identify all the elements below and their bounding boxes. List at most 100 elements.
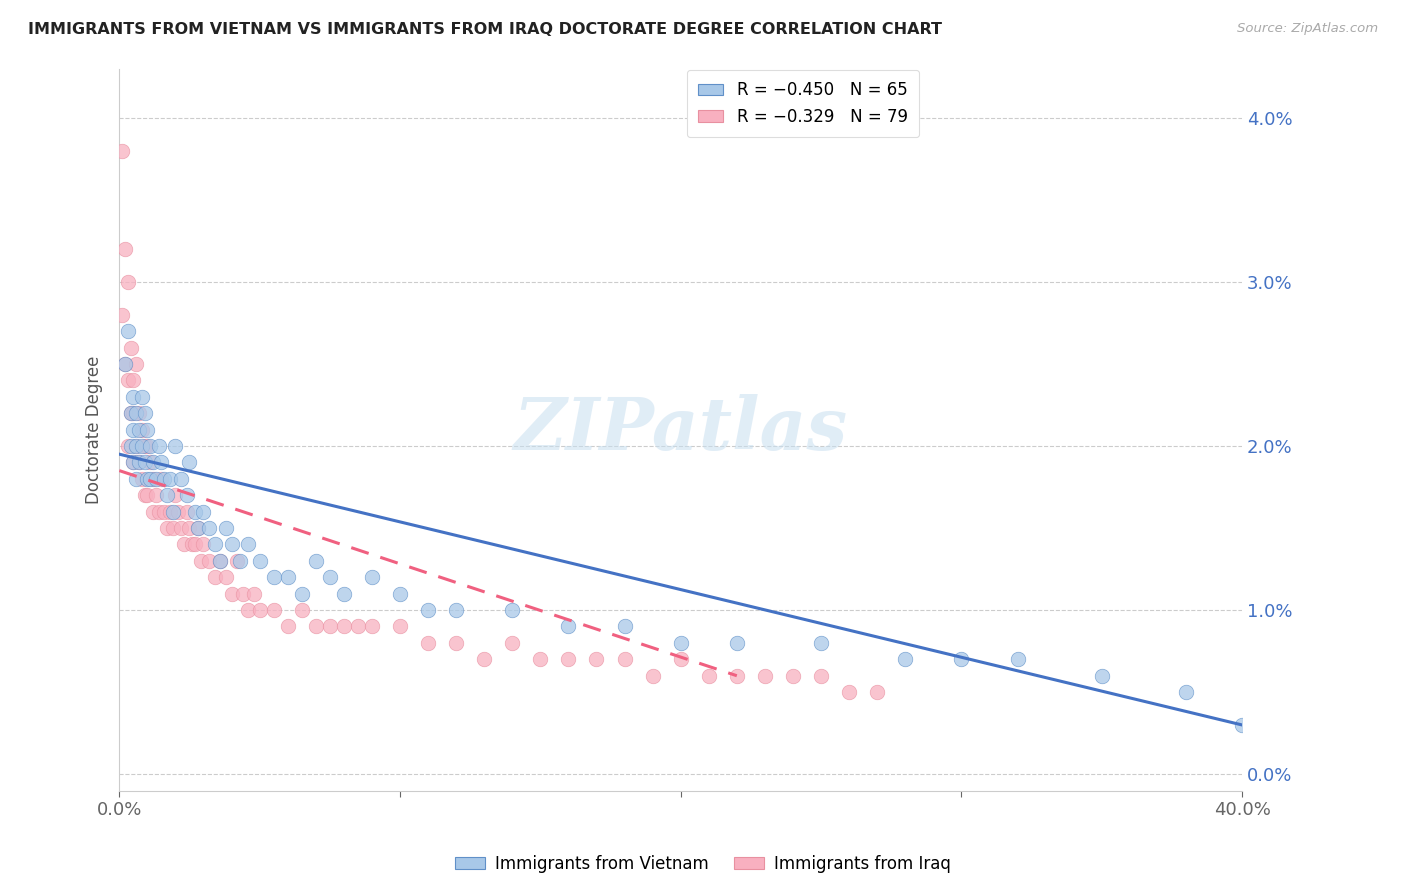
Point	[782, 669, 804, 683]
Point	[263, 570, 285, 584]
Point	[139, 455, 162, 469]
Point	[145, 488, 167, 502]
Point	[150, 455, 173, 469]
Point	[125, 406, 148, 420]
Point	[184, 505, 207, 519]
Point	[114, 357, 136, 371]
Point	[145, 472, 167, 486]
Point	[162, 505, 184, 519]
Point	[131, 472, 153, 486]
Point	[361, 570, 384, 584]
Point	[117, 439, 139, 453]
Point	[557, 652, 579, 666]
Point	[125, 439, 148, 453]
Point	[501, 603, 523, 617]
Point	[165, 488, 187, 502]
Point	[179, 455, 201, 469]
Point	[134, 406, 156, 420]
Point	[122, 455, 145, 469]
Point	[159, 505, 181, 519]
Point	[866, 685, 889, 699]
Point	[221, 537, 243, 551]
Point	[501, 636, 523, 650]
Point	[125, 472, 148, 486]
Point	[136, 488, 159, 502]
Point	[198, 554, 221, 568]
Point	[122, 423, 145, 437]
Point	[725, 636, 748, 650]
Point	[136, 472, 159, 486]
Point	[159, 472, 181, 486]
Point	[1091, 669, 1114, 683]
Point	[209, 554, 232, 568]
Text: Source: ZipAtlas.com: Source: ZipAtlas.com	[1237, 22, 1378, 36]
Point	[181, 537, 204, 551]
Point	[529, 652, 551, 666]
Point	[585, 652, 607, 666]
Point	[305, 619, 328, 633]
Point	[117, 373, 139, 387]
Point	[215, 570, 238, 584]
Point	[347, 619, 370, 633]
Point	[111, 144, 134, 158]
Point	[416, 636, 439, 650]
Point	[232, 587, 254, 601]
Point	[810, 669, 832, 683]
Point	[198, 521, 221, 535]
Point	[173, 537, 195, 551]
Point	[444, 603, 467, 617]
Point	[122, 390, 145, 404]
Point	[117, 324, 139, 338]
Point	[162, 521, 184, 535]
Point	[187, 521, 209, 535]
Point	[697, 669, 720, 683]
Point	[114, 357, 136, 371]
Point	[139, 472, 162, 486]
Point	[153, 472, 176, 486]
Point	[1007, 652, 1029, 666]
Point	[136, 439, 159, 453]
Point	[557, 619, 579, 633]
Point	[134, 488, 156, 502]
Point	[142, 455, 165, 469]
Point	[319, 570, 342, 584]
Point	[838, 685, 860, 699]
Point	[472, 652, 495, 666]
Point	[128, 455, 150, 469]
Point	[128, 423, 150, 437]
Point	[153, 505, 176, 519]
Point	[120, 406, 142, 420]
Point	[120, 406, 142, 420]
Point	[156, 521, 179, 535]
Point	[170, 521, 193, 535]
Point	[894, 652, 917, 666]
Point	[243, 587, 266, 601]
Legend: R = −0.450   N = 65, R = −0.329   N = 79: R = −0.450 N = 65, R = −0.329 N = 79	[686, 70, 920, 137]
Point	[725, 669, 748, 683]
Point	[249, 603, 271, 617]
Point	[176, 505, 198, 519]
Text: IMMIGRANTS FROM VIETNAM VS IMMIGRANTS FROM IRAQ DOCTORATE DEGREE CORRELATION CHA: IMMIGRANTS FROM VIETNAM VS IMMIGRANTS FR…	[28, 22, 942, 37]
Point	[134, 455, 156, 469]
Legend: Immigrants from Vietnam, Immigrants from Iraq: Immigrants from Vietnam, Immigrants from…	[449, 848, 957, 880]
Point	[209, 554, 232, 568]
Point	[148, 505, 170, 519]
Point	[810, 636, 832, 650]
Point	[122, 406, 145, 420]
Point	[215, 521, 238, 535]
Point	[669, 652, 692, 666]
Point	[263, 603, 285, 617]
Point	[170, 472, 193, 486]
Point	[613, 619, 636, 633]
Point	[142, 472, 165, 486]
Point	[361, 619, 384, 633]
Point	[319, 619, 342, 633]
Point	[291, 603, 314, 617]
Point	[193, 505, 215, 519]
Point	[111, 308, 134, 322]
Point	[277, 619, 299, 633]
Point	[122, 373, 145, 387]
Point	[641, 669, 664, 683]
Point	[122, 455, 145, 469]
Point	[669, 636, 692, 650]
